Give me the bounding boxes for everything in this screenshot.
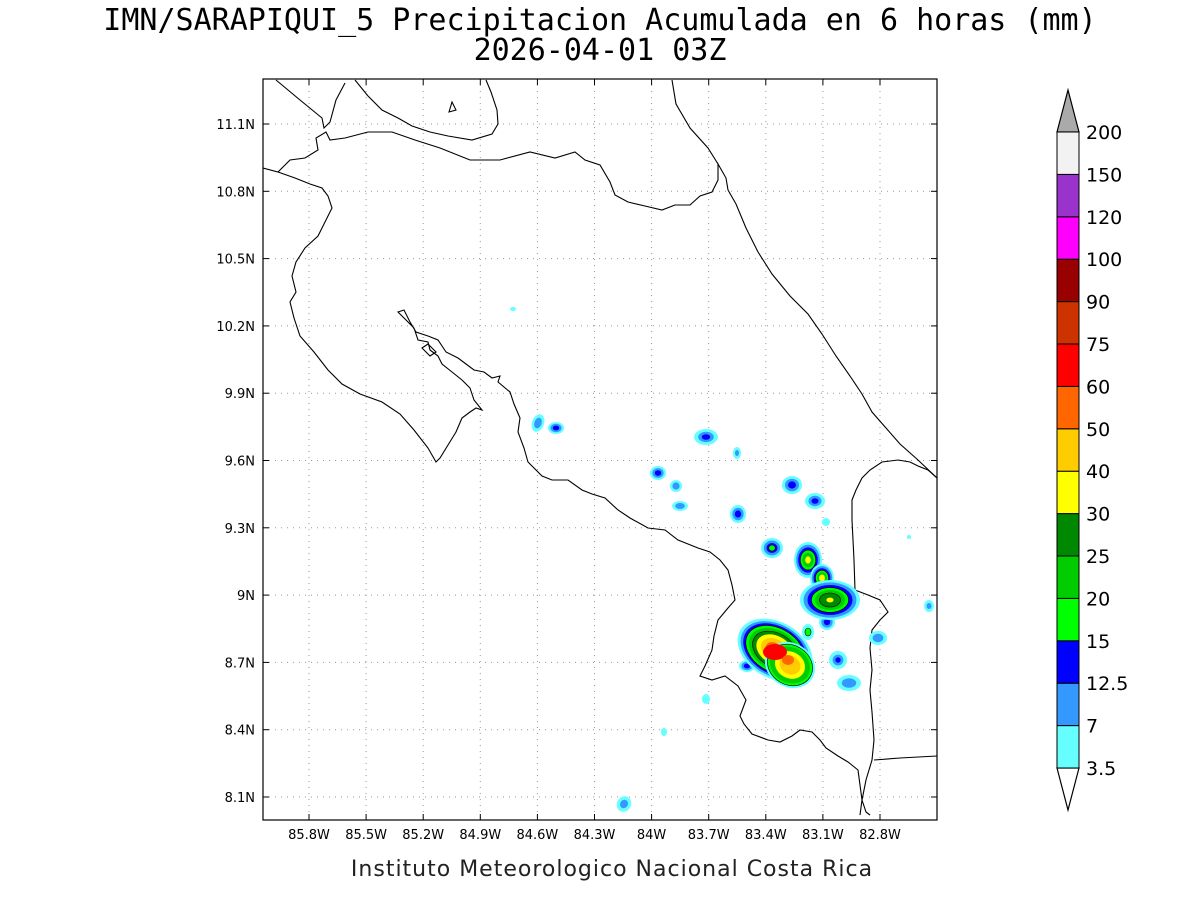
colorbar-label: 120 — [1086, 207, 1122, 229]
precip-cell — [734, 510, 742, 518]
colorbar-label: 15 — [1086, 631, 1110, 653]
precip-cell — [743, 663, 751, 669]
colorbar-segment — [1056, 258, 1080, 303]
lon-tick-label: 84.6W — [516, 828, 558, 843]
precip-cell — [701, 434, 711, 440]
precip-cell — [826, 597, 834, 603]
lat-tick-label: 10.5N — [216, 253, 255, 268]
colorbar-label: 3.5 — [1086, 758, 1116, 780]
footer-credit: Instituto Meteorologico Nacional Costa R… — [351, 857, 873, 882]
lon-tick-label: 83.4W — [745, 828, 787, 843]
lon-tick-label: 85.2W — [402, 828, 444, 843]
colorbar-label: 30 — [1086, 504, 1110, 526]
precip-cell — [702, 694, 710, 704]
precip-cell — [552, 425, 560, 431]
colorbar-segment — [1056, 173, 1080, 218]
precip-cell — [534, 417, 542, 429]
precip-cell — [654, 470, 662, 476]
lon-tick-label: 84.9W — [459, 828, 501, 843]
colorbar-segment — [1056, 343, 1080, 387]
precip-cell — [819, 574, 825, 582]
precip-cell — [763, 644, 787, 660]
precip-cell — [620, 799, 628, 809]
lat-tick-label: 8.7N — [225, 656, 255, 671]
precip-cell — [822, 518, 830, 526]
colorbar-label: 20 — [1086, 588, 1110, 610]
colorbar-label: 90 — [1086, 292, 1110, 314]
colorbar-label: 200 — [1086, 122, 1122, 144]
colorbar-segment — [1056, 597, 1080, 642]
precip-cell — [835, 657, 841, 663]
latitude-axis: 11.1N 10.8N 10.5N 10.2N 9.9N 9.6N 9.3N 9N 8.7N 8.… — [216, 118, 937, 806]
lon-tick-label: 84W — [637, 828, 667, 843]
colorbar-segment — [1056, 385, 1080, 430]
colorbar-label: 150 — [1086, 164, 1122, 186]
chart-subtitle-time: 2026-04-01 03Z — [474, 33, 727, 68]
precip-cell — [841, 678, 857, 688]
colorbar-over-triangle — [1056, 87, 1080, 133]
colorbar-label: 25 — [1086, 546, 1110, 568]
colorbar-segment — [1056, 131, 1080, 175]
lat-tick-label: 9.9N — [225, 387, 255, 402]
colorbar-segment — [1056, 725, 1080, 769]
lon-tick-label: 85.5W — [345, 828, 387, 843]
colorbar-label: 50 — [1086, 419, 1110, 441]
precip-cell — [907, 535, 911, 539]
precip-cell — [782, 655, 794, 665]
map-panel: 85.8W 85.5W 85.2W 84.9W 84.6W 84.3W 84W 83.7W 83… — [216, 78, 938, 843]
precip-cell — [823, 618, 831, 626]
colorbar-label: 40 — [1086, 461, 1110, 483]
lon-tick-label: 83.7W — [688, 828, 730, 843]
colorbar-segment — [1056, 301, 1080, 345]
precip-cell — [805, 556, 811, 564]
precip-cell — [788, 481, 796, 489]
precip-cell — [811, 498, 819, 504]
colorbar-segment — [1056, 428, 1080, 472]
lon-tick-label: 83.1W — [802, 828, 844, 843]
lat-tick-label: 8.4N — [225, 724, 255, 739]
precip-cell — [926, 603, 932, 609]
precipitation-field — [510, 307, 934, 812]
colorbar-segment — [1056, 470, 1080, 515]
colorbar-segment — [1056, 216, 1080, 260]
chart-title: IMN/SARAPIQUI_5 Precipitacion Acumulada … — [103, 3, 1096, 38]
lat-tick-label: 8.1N — [225, 791, 255, 806]
precip-cell — [661, 728, 667, 736]
colorbar-segment — [1056, 555, 1080, 599]
colorbar-segment — [1056, 640, 1080, 684]
lat-tick-label: 10.2N — [216, 320, 255, 335]
precip-cell — [735, 450, 739, 456]
precip-cell — [872, 633, 884, 643]
precip-cell — [804, 627, 812, 637]
lat-tick-label: 11.1N — [216, 118, 255, 133]
colorbar-label: 75 — [1086, 334, 1110, 356]
colorbar-label: 60 — [1086, 376, 1110, 398]
lat-tick-label: 9N — [237, 589, 255, 604]
colorbar-segment — [1056, 682, 1080, 727]
colorbar-label: 7 — [1086, 716, 1098, 738]
lat-tick-label: 9.6N — [225, 455, 255, 470]
lon-tick-label: 82.8W — [859, 828, 901, 843]
lat-tick-label: 9.3N — [225, 522, 255, 537]
precip-cell — [672, 482, 680, 490]
colorbar-label: 12.5 — [1086, 673, 1128, 695]
precip-cell — [510, 307, 516, 311]
precip-cell — [768, 544, 776, 552]
precip-cell — [675, 503, 685, 509]
lon-tick-label: 84.3W — [574, 828, 616, 843]
lat-tick-label: 10.8N — [216, 185, 255, 200]
colorbar-legend: 3.5 7 12.5 15 20 25 30 40 50 60 75 90 100 120 150 200 — [1056, 87, 1128, 813]
colorbar-under-triangle — [1056, 767, 1080, 813]
longitude-axis: 85.8W 85.5W 85.2W 84.9W 84.6W 84.3W 84W 83.7W 83… — [288, 79, 901, 843]
colorbar-segment — [1056, 513, 1080, 557]
colorbar-label: 100 — [1086, 249, 1122, 271]
lon-tick-label: 85.8W — [288, 828, 330, 843]
lat-lon-grid — [263, 79, 937, 820]
coastline-outline — [263, 79, 937, 816]
